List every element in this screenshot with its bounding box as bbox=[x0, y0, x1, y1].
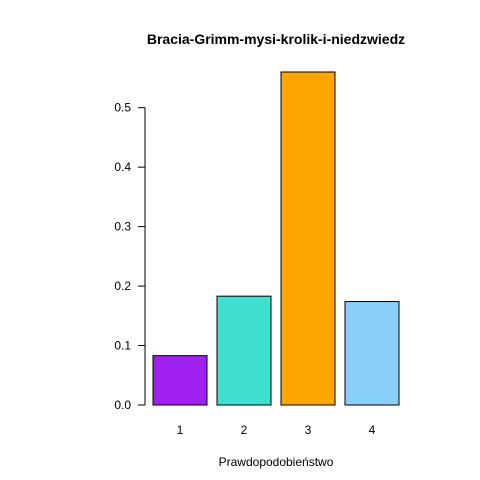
x-tick-label: 3 bbox=[305, 423, 312, 437]
x-tick-label: 1 bbox=[177, 423, 184, 437]
x-tick-labels: 1 2 3 4 bbox=[177, 423, 376, 437]
y-tick-label: 0.4 bbox=[114, 160, 131, 174]
y-tick-label: 0.5 bbox=[114, 101, 131, 115]
x-tick-label: 4 bbox=[369, 423, 376, 437]
x-tick-label: 2 bbox=[241, 423, 248, 437]
bar-2 bbox=[216, 295, 272, 406]
y-tick-label: 0.3 bbox=[114, 220, 131, 234]
bar-3 bbox=[280, 71, 336, 406]
bar-4 bbox=[344, 301, 400, 406]
y-tick-label: 0.1 bbox=[114, 339, 131, 353]
bar-1 bbox=[152, 355, 208, 406]
y-axis-ticks: 0.0 0.1 0.2 0.3 0.4 0.5 bbox=[114, 101, 145, 412]
y-tick-label: 0.0 bbox=[114, 398, 131, 412]
bars bbox=[152, 71, 400, 406]
x-axis-label: Prawdopodobieństwo bbox=[219, 455, 334, 469]
y-tick-label: 0.2 bbox=[114, 279, 131, 293]
chart-title: Bracia-Grimm-mysi-krolik-i-niedzwiedz bbox=[147, 31, 405, 47]
